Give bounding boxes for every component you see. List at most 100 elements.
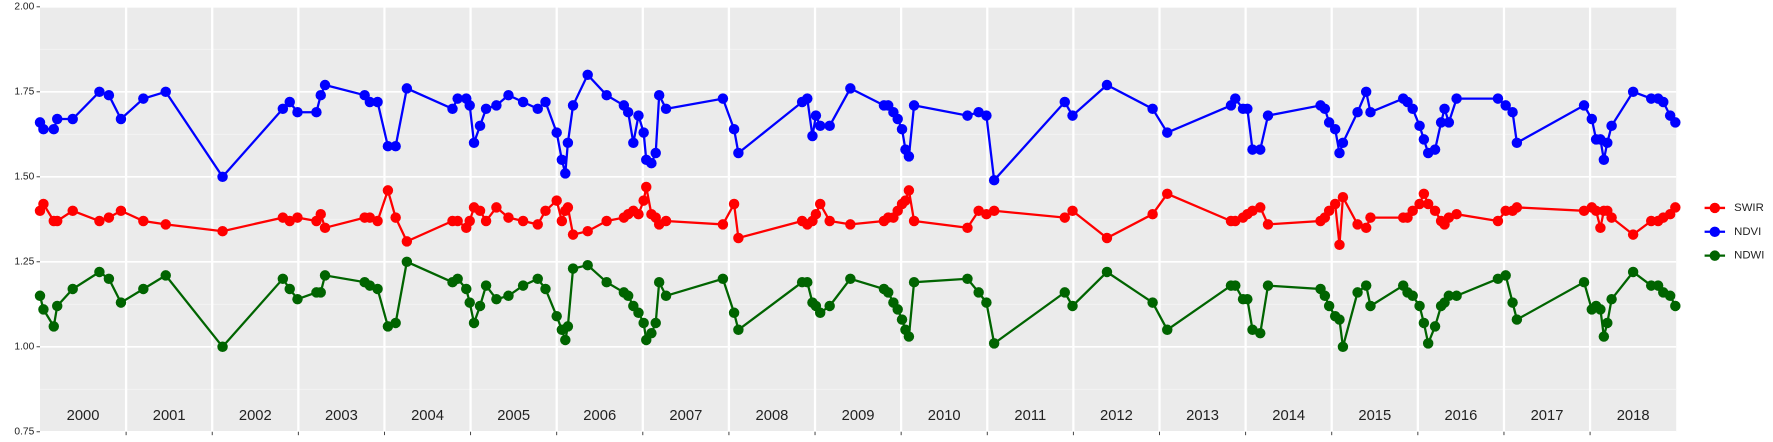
point (540, 283, 551, 295)
point (650, 147, 661, 159)
point (1334, 239, 1345, 251)
point (638, 127, 649, 138)
point (503, 89, 514, 101)
point (824, 215, 835, 227)
point (824, 300, 835, 312)
point (468, 317, 480, 329)
point (160, 219, 171, 230)
point (292, 293, 303, 305)
point (277, 273, 289, 285)
point (601, 89, 612, 101)
point (646, 157, 657, 169)
point (452, 215, 463, 227)
point (315, 208, 326, 220)
point (447, 103, 458, 115)
point (633, 110, 644, 121)
point (908, 100, 920, 111)
point (1059, 212, 1070, 223)
point (1627, 266, 1639, 278)
point (1319, 290, 1331, 302)
point (582, 69, 593, 81)
point (1352, 106, 1363, 118)
point (1422, 198, 1434, 210)
legend-point (1709, 226, 1721, 238)
point (372, 215, 383, 227)
y-tick-label: 1.25 (14, 256, 34, 267)
point (1451, 290, 1462, 302)
point (94, 215, 105, 227)
point (34, 290, 46, 302)
point (284, 96, 295, 108)
point (1443, 290, 1455, 302)
point (67, 283, 78, 295)
point (717, 273, 729, 285)
point (641, 181, 652, 193)
point (1602, 137, 1613, 149)
year-label: 2018 (1617, 408, 1650, 424)
point (1439, 103, 1450, 115)
point (733, 324, 744, 336)
point (567, 263, 579, 274)
point (562, 321, 574, 332)
point (988, 338, 1000, 349)
point (1162, 188, 1173, 200)
year-label: 2001 (153, 408, 186, 424)
point (67, 205, 78, 217)
point (138, 93, 149, 104)
point (653, 89, 665, 101)
point (1407, 205, 1418, 217)
point (962, 222, 973, 234)
point (1590, 205, 1602, 217)
point (1067, 205, 1078, 217)
point (401, 256, 413, 268)
point (1230, 280, 1241, 291)
point (517, 215, 529, 227)
point (551, 195, 562, 206)
point (1507, 106, 1518, 118)
point (382, 185, 394, 196)
point (1242, 293, 1253, 305)
point (892, 304, 903, 315)
point (1360, 222, 1372, 234)
year-label: 2006 (583, 408, 616, 424)
point (1414, 300, 1425, 312)
point (464, 215, 475, 227)
point (51, 300, 63, 312)
point (532, 273, 543, 285)
point (94, 86, 105, 98)
point (315, 89, 326, 101)
point (638, 195, 649, 206)
point (480, 215, 492, 227)
point (390, 140, 401, 152)
point (461, 283, 472, 295)
point (1627, 229, 1639, 240)
point (1242, 103, 1253, 115)
point (1606, 293, 1617, 305)
year-label: 2017 (1531, 408, 1564, 424)
point (1262, 110, 1274, 121)
point (1500, 270, 1511, 281)
point (1414, 120, 1425, 132)
point (660, 103, 672, 115)
point (717, 93, 729, 104)
point (1067, 300, 1078, 312)
point (802, 93, 813, 104)
point (1255, 202, 1266, 213)
point (1578, 276, 1590, 288)
point (532, 219, 543, 230)
year-label: 2015 (1358, 408, 1391, 424)
point (733, 232, 744, 244)
point (1429, 205, 1441, 217)
legend-label: SWIR (1734, 202, 1764, 214)
point (1247, 144, 1258, 155)
point (1360, 86, 1372, 98)
point (1319, 103, 1331, 115)
point (474, 205, 486, 217)
point (480, 280, 492, 291)
point (582, 225, 593, 237)
point (491, 202, 502, 213)
point (556, 215, 568, 227)
point (1435, 117, 1447, 128)
